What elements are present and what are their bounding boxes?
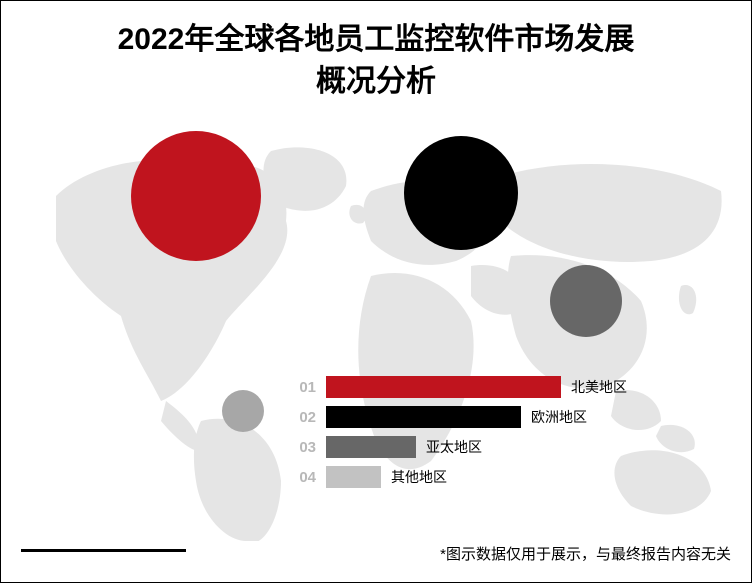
title-line-1: 2022年全球各地员工监控软件市场发展 [118, 23, 635, 56]
legend: 01北美地区 02 欧洲地区 03 亚太地区 04 其他地区 [286, 376, 616, 496]
footer-line [21, 549, 186, 552]
circle-other [222, 390, 264, 432]
legend-num: 02 [286, 409, 326, 426]
legend-row-3: 03 亚太地区 [286, 436, 616, 458]
title-line-2: 概况分析 [316, 65, 436, 98]
legend-bar [326, 466, 381, 488]
legend-bar [326, 376, 561, 398]
legend-num: 03 [286, 439, 326, 456]
footer-note: *图示数据仅用于展示，与最终报告内容无关 [440, 543, 731, 564]
legend-label: 其他地区 [391, 467, 447, 487]
legend-bar [326, 436, 416, 458]
circle-europe [404, 136, 518, 250]
legend-row-1: 01北美地区 [286, 376, 616, 398]
legend-label: 亚太地区 [426, 437, 482, 457]
legend-bar [326, 406, 521, 428]
legend-num: 04 [286, 469, 326, 486]
legend-row-4: 04 其他地区 [286, 466, 616, 488]
legend-label: 北美地区 [571, 377, 627, 397]
circle-north-america [131, 131, 261, 261]
legend-num: 01 [286, 379, 326, 396]
legend-row-2: 02 欧洲地区 [286, 406, 616, 428]
chart-title: 2022年全球各地员工监控软件市场发展 概况分析 [1, 19, 751, 103]
chart-container: 2022年全球各地员工监控软件市场发展 概况分析 01北美地区02欧洲地区03亚… [0, 0, 752, 583]
legend-label: 欧洲地区 [531, 407, 587, 427]
circle-asia-pacific [550, 265, 622, 337]
